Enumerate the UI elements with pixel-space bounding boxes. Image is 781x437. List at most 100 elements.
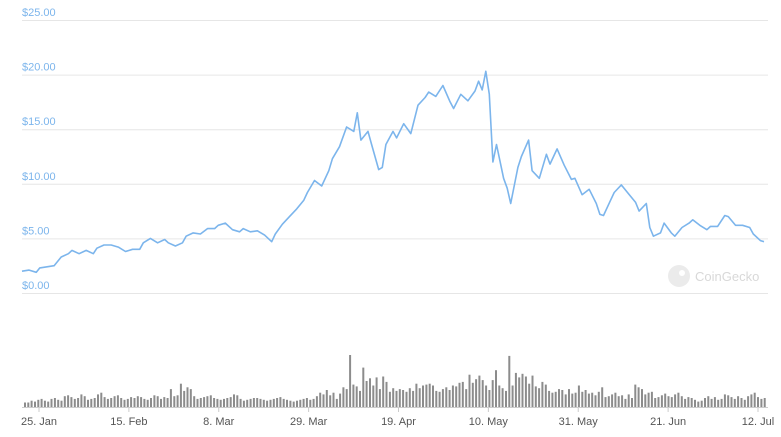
volume-bar (186, 387, 189, 407)
volume-bar (395, 390, 398, 407)
volume-bar (441, 389, 444, 407)
volume-bar (385, 381, 388, 407)
volume-bar (498, 385, 501, 407)
volume-bar (564, 394, 567, 407)
volume-bar (558, 389, 560, 407)
volume-bar (597, 391, 600, 407)
gecko-eye-icon (679, 270, 685, 276)
volume-bar (276, 398, 279, 407)
volume-bar (213, 398, 216, 407)
volume-bar (730, 397, 733, 407)
volume-bar (37, 399, 40, 407)
volume-bar (189, 389, 192, 407)
volume-bar (753, 392, 756, 407)
volume-bar (740, 398, 743, 407)
volume-bar (299, 399, 302, 407)
volume-bar (83, 396, 86, 407)
volume-bar (246, 399, 249, 407)
volume-bar (57, 399, 60, 407)
x-axis-ticks: 25. Jan 15. Feb 8. Mar 29. Mar 19. Apr 10. Ma… (21, 407, 774, 428)
volume-bar (233, 394, 235, 407)
volume-bar (266, 400, 269, 407)
y-tick-label: $25.00 (22, 7, 56, 19)
volume-bar (24, 402, 26, 407)
volume-bar (611, 394, 614, 407)
volume-bar (289, 400, 292, 407)
volume-bar (733, 398, 736, 407)
volume-bar (30, 400, 33, 407)
volume-bar (660, 395, 663, 407)
volume-bar (176, 395, 179, 407)
volume-bar (657, 397, 660, 407)
volume-bar (760, 398, 763, 407)
volume-bar (60, 400, 63, 407)
volume-bar (591, 392, 594, 407)
volume-bar (53, 398, 56, 407)
volume-bar (538, 388, 541, 407)
volume-bar (279, 397, 282, 407)
volume-bar (123, 399, 126, 407)
volume-bar (594, 395, 597, 407)
volume-bar (451, 385, 454, 407)
volume-bar (687, 397, 690, 407)
volume-bar (435, 390, 438, 407)
volume-bar (697, 401, 700, 407)
volume-bar (339, 393, 342, 407)
grid-lines (22, 20, 768, 294)
volume-bar (242, 400, 245, 407)
volume-bar (425, 384, 428, 407)
volume-bar (713, 397, 716, 407)
volume-bar (495, 370, 497, 407)
volume-bar (342, 387, 345, 407)
volume-bar (352, 384, 355, 407)
x-tick-label: 25. Jan (21, 416, 57, 428)
volume-bar (727, 395, 730, 407)
volume-bar (432, 385, 434, 407)
volume-bar (445, 387, 448, 407)
volume-bar (73, 398, 76, 407)
volume-bar (577, 385, 580, 407)
volume-bar (757, 397, 759, 407)
volume-bar (179, 383, 182, 407)
volume-bar (624, 398, 627, 407)
volume-bar (680, 396, 683, 407)
volume-bar (378, 389, 381, 407)
volume-bar (412, 390, 415, 407)
volume-bar (670, 397, 673, 407)
volume-bar (505, 390, 507, 407)
volume-bar (674, 394, 677, 407)
volume-bar (581, 391, 584, 407)
volume-bar (219, 399, 222, 407)
volume-bar (305, 398, 308, 407)
volume-bar (63, 396, 66, 407)
volume-bar (408, 388, 411, 407)
volume-bar (392, 388, 395, 407)
volume-bar (322, 394, 325, 407)
volume-bar (511, 385, 514, 407)
volume-bar (485, 385, 488, 407)
volume-bar (249, 398, 252, 407)
volume-bar (707, 396, 710, 407)
volume-bar (359, 390, 361, 407)
volume-bar (355, 386, 358, 407)
volume-bar (193, 396, 196, 407)
volume-bar (398, 389, 401, 407)
volume-bar (133, 398, 136, 407)
volume-bar (375, 377, 378, 407)
volume-bar (637, 387, 640, 407)
volume-bar (422, 385, 424, 407)
volume-bar (568, 389, 570, 407)
volume-bar (634, 384, 637, 407)
volume-bar (116, 395, 119, 407)
volume-bar (554, 391, 557, 407)
volume-bar (309, 399, 312, 407)
volume-bar (684, 398, 687, 407)
volume-bar (664, 393, 667, 407)
volume-bar (312, 398, 315, 407)
y-tick-label: $10.00 (22, 171, 56, 183)
volume-bar (160, 398, 162, 407)
volume-bar (349, 355, 352, 407)
volume-bar (252, 398, 255, 407)
volume-bar (614, 392, 617, 407)
